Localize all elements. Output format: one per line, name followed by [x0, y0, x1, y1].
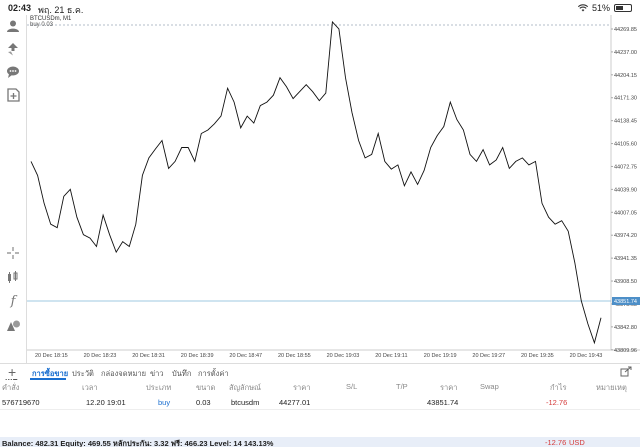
- battery-percent: 51%: [591, 3, 610, 13]
- col-swap: Swap: [480, 382, 499, 391]
- cell-current-price: 43851.74: [427, 398, 459, 407]
- y-tick-label: 43974.20: [614, 233, 637, 239]
- tab-journal[interactable]: บันทึก: [172, 369, 192, 378]
- x-tick-label: 20 Dec 18:39: [181, 353, 214, 359]
- y-tick-label: 44138.45: [614, 119, 637, 125]
- status-right: 51%: [577, 3, 632, 13]
- col-ticket: คำสั่ง: [2, 383, 20, 392]
- col-price: ราคา: [293, 383, 311, 392]
- y-tick-label: 43941.35: [614, 256, 637, 262]
- y-tick-label: 43842.80: [614, 325, 637, 331]
- balance-bar: Balance: 482.31 Equity: 469.55 หลักประกั…: [0, 437, 640, 447]
- y-tick-label: 43809.96: [614, 348, 637, 354]
- y-tick-label: 44171.30: [614, 96, 637, 102]
- col-type: ประเภท: [146, 383, 172, 392]
- y-tick-label: 44269.85: [614, 27, 637, 33]
- tab-history[interactable]: ประวัติ: [72, 369, 94, 378]
- profit-currency: USD: [569, 438, 585, 447]
- x-tick-label: 20 Dec 18:31: [132, 353, 165, 359]
- y-tick-label: 44237.00: [614, 50, 637, 56]
- price-chart[interactable]: 44269.85 44237.00 44204.15 44171.30 44138.45…: [26, 15, 640, 363]
- wifi-icon: [577, 4, 588, 12]
- x-tick-label: 20 Dec 18:23: [84, 353, 117, 359]
- col-comment: หมายเหตุ: [596, 383, 627, 392]
- active-tab-indicator: [30, 378, 66, 380]
- chart-type-icon[interactable]: [4, 268, 22, 286]
- x-tick-label: 20 Dec 19:19: [424, 353, 457, 359]
- terminal-tabs: + การซื้อขาย ประวัติ กล่องจดหมาย ข่าว บั…: [0, 363, 640, 380]
- add-icon[interactable]: +: [8, 364, 17, 380]
- tab-settings[interactable]: การตั้งค่า: [198, 369, 229, 378]
- x-tick-label: 20 Dec 18:55: [278, 353, 311, 359]
- y-tick-label: 44105.60: [614, 142, 637, 148]
- y-tick-label: 44204.15: [614, 73, 637, 79]
- cell-size: 0.03: [196, 398, 211, 407]
- x-tick-label: 20 Dec 19:11: [375, 353, 407, 359]
- x-tick-label: 20 Dec 19:43: [570, 353, 603, 359]
- y-tick-label: 44039.90: [614, 187, 637, 193]
- col-profit: กำไร: [550, 383, 567, 392]
- chart-canvas: 44269.85 44237.00 44204.15 44171.30 44138.45…: [27, 15, 640, 359]
- balance-text: Balance: 482.31 Equity: 469.55 หลักประกั…: [2, 439, 274, 447]
- status-bar: 02:43 พฤ. 21 ธ.ค. 51%: [0, 0, 640, 15]
- status-date: พฤ. 21 ธ.ค.: [38, 5, 84, 15]
- export-icon[interactable]: [620, 366, 632, 377]
- col-time: เวลา: [82, 383, 98, 392]
- col-price2: ราคา: [440, 383, 458, 392]
- x-tick-label: 20 Dec 19:27: [472, 353, 505, 359]
- tab-trade[interactable]: การซื้อขาย: [32, 369, 69, 378]
- battery-icon: [614, 4, 632, 12]
- price-series-line: [30, 20, 602, 345]
- positions-header: คำสั่ง เวลา ประเภท ขนาด สัญลักษณ์ ราคา S…: [0, 380, 640, 392]
- crosshair-icon[interactable]: [4, 244, 22, 262]
- position-row[interactable]: 576719670 12.20 19:01 buy 0.03 btcusdm 4…: [0, 396, 640, 410]
- cell-profit: -12.76: [546, 398, 568, 407]
- y-tick-label: 43908.50: [614, 279, 637, 285]
- x-tick-label: 20 Dec 19:03: [327, 353, 360, 359]
- current-price-label: 43851.74: [614, 299, 637, 305]
- trade-label: buy 0.03: [30, 22, 54, 28]
- account-icon[interactable]: [4, 17, 22, 35]
- col-sl: S/L: [346, 382, 358, 391]
- x-tick-label: 20 Dec 18:15: [35, 353, 68, 359]
- x-tick-label: 20 Dec 19:35: [521, 353, 554, 359]
- tab-news[interactable]: ข่าว: [150, 369, 164, 378]
- indicators-icon[interactable]: f: [10, 293, 16, 309]
- cell-time: 12.20 19:01: [86, 398, 126, 407]
- total-profit: -12.76: [545, 438, 567, 447]
- status-time: 02:43: [8, 3, 32, 13]
- col-size: ขนาด: [196, 383, 216, 392]
- current-price-tag: [612, 297, 640, 305]
- chart-toolbar: f M1: [0, 15, 26, 382]
- col-symbol: สัญลักษณ์: [229, 383, 262, 392]
- col-tp: T/P: [396, 382, 408, 391]
- x-tick-label: 20 Dec 18:47: [229, 353, 262, 359]
- y-tick-label: 44007.05: [614, 210, 637, 216]
- cell-type: buy: [158, 398, 171, 407]
- chat-icon[interactable]: [4, 63, 22, 81]
- tab-mailbox[interactable]: กล่องจดหมาย: [101, 369, 147, 378]
- y-tick-label: 44072.75: [614, 164, 637, 170]
- cell-symbol: btcusdm: [231, 398, 260, 407]
- chart-symbol-title: BTCUSDm, M1: [30, 16, 72, 22]
- cell-ticket: 576719670: [2, 398, 40, 407]
- trade-arrows-icon[interactable]: [4, 40, 22, 58]
- cell-price: 44277.01: [279, 398, 311, 407]
- objects-icon[interactable]: [4, 316, 22, 334]
- new-order-icon[interactable]: [4, 86, 22, 104]
